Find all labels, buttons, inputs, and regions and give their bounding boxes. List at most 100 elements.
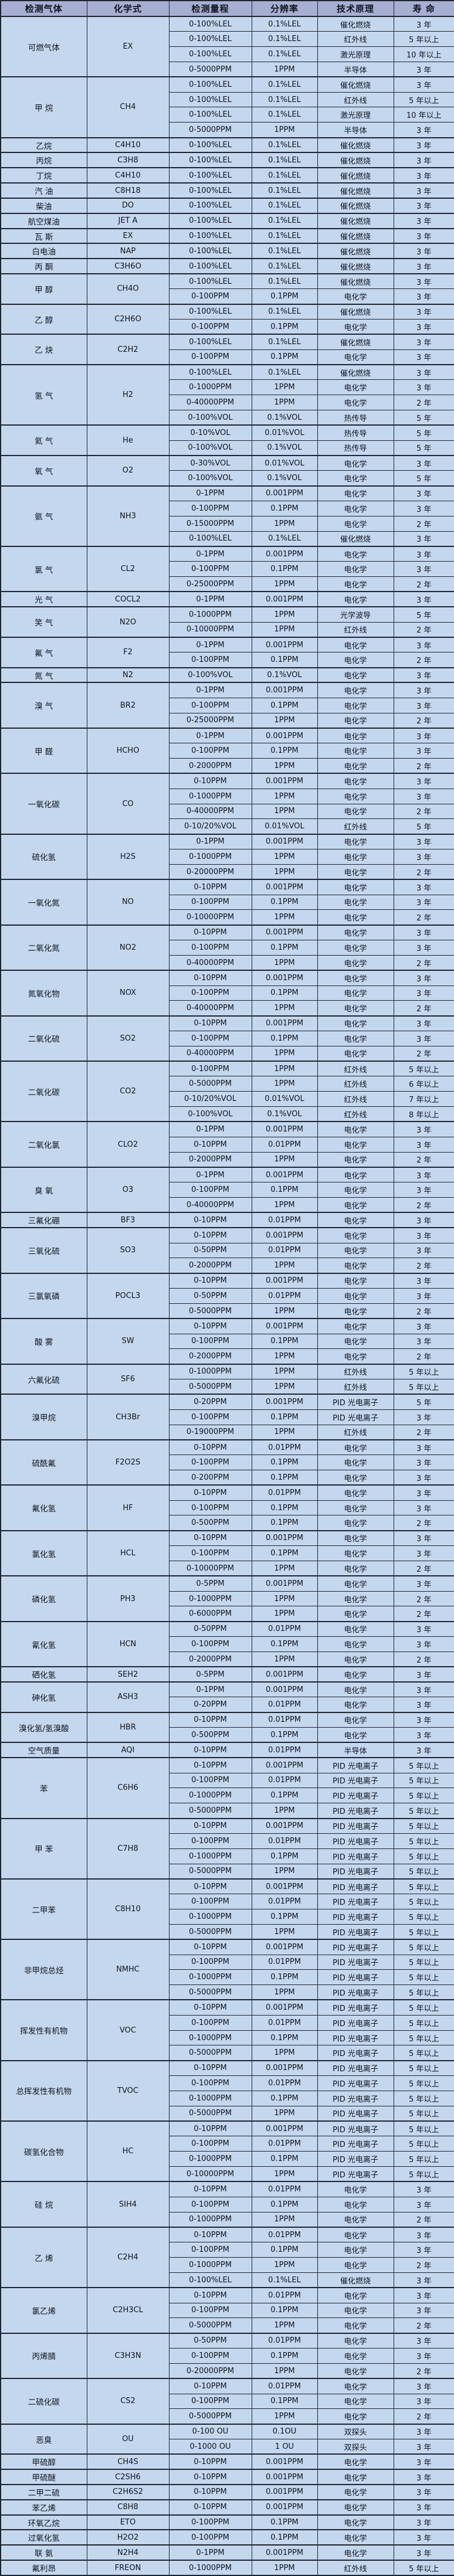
principle-cell: 电化学: [317, 1318, 394, 1334]
resolution-cell: 0.1%LEL: [251, 364, 318, 380]
principle-cell: 电化学: [317, 576, 394, 592]
lifespan-cell: 2 年: [393, 909, 454, 926]
range-cell: 0-1000PPM: [168, 379, 252, 396]
table-row: 0-10000PPM 1PPM 电化学 2 年: [1, 1560, 454, 1576]
range-cell: 0-10PPM: [168, 2469, 252, 2485]
lifespan-cell: 2 年: [393, 1151, 454, 1168]
table-row: 0-100PPM 0.1PPM 电化学 3 年: [1, 894, 454, 910]
formula-cell: DO: [86, 197, 170, 214]
table-row: 0-1000PPM 0.1PPM PID 光电离子 5 年以上: [1, 1909, 454, 1925]
formula-cell: F2: [86, 636, 170, 668]
range-cell: 0-100%VOL: [168, 667, 252, 683]
principle-cell: 激光原理: [317, 107, 394, 123]
lifespan-cell: 3 年: [393, 227, 454, 244]
resolution-cell: 1PPM: [251, 2257, 318, 2273]
gas-name-cell: 光 气: [0, 591, 87, 607]
gas-name-cell: 一氧化碳: [0, 773, 87, 835]
range-cell: 0-100PPM: [168, 319, 252, 335]
formula-cell: EX: [86, 15, 170, 77]
resolution-cell: 1PPM: [251, 606, 318, 623]
range-cell: 0-5000PPM: [168, 1863, 252, 1880]
resolution-cell: 0.1PPM: [251, 561, 318, 577]
lifespan-cell: 2 年: [393, 1606, 454, 1622]
table-row: 氯化氢 HCL 0-10PPM 0.001PPM 电化学 3 年: [0, 1530, 454, 1576]
lifespan-cell: 3 年: [393, 727, 454, 744]
table-row: 0-1000PPM 0.1PPM PID 光电离子 5 年以上: [1, 1969, 454, 1986]
resolution-cell: 0.001PPM: [251, 1015, 318, 1031]
table-row: 甲 醇 CH4O 0-100%LEL 0.1%LEL 催化燃烧 3 年: [0, 273, 454, 305]
range-cell: 0-10000PPM: [168, 909, 252, 926]
resolution-cell: 1PPM: [251, 1061, 318, 1077]
lifespan-cell: 2 年: [393, 1424, 454, 1440]
range-cell: 0-100%LEL: [168, 531, 252, 547]
table-row: 0-1000PPM 0.1PPM PID 光电离子 5 年以上: [1, 1848, 454, 1864]
principle-cell: 电化学: [317, 1439, 394, 1456]
formula-cell: EX: [86, 227, 170, 244]
resolution-cell: 0.1PPM: [251, 1727, 318, 1743]
principle-cell: 红外线: [317, 1076, 394, 1092]
principle-cell: 电化学: [317, 743, 394, 759]
resolution-cell: 1PPM: [251, 1363, 318, 1380]
table-row: 甲硫醇 CH4S 0-10PPM 0.001PPM 电化学 3 年: [0, 2453, 454, 2470]
gas-name-cell: 丙烷: [0, 152, 87, 168]
range-cell: 0-10PPM: [168, 1757, 252, 1773]
principle-cell: 电化学: [317, 2483, 394, 2500]
resolution-cell: 0.1PPM: [251, 743, 318, 759]
formula-cell: HBR: [86, 1711, 170, 1743]
lifespan-cell: 3 年: [393, 2469, 454, 2485]
range-cell: 0-100PPM: [168, 2075, 252, 2091]
lifespan-cell: 3 年: [393, 1136, 454, 1153]
table-row: 氯 气 CL2 0-1PPM 0.001PPM 电化学 3 年: [0, 545, 454, 592]
formula-cell: POCL3: [86, 1272, 170, 1319]
resolution-cell: 0.001PPM: [251, 2120, 318, 2137]
table-row: 磷化氢 PH3 0-5PPM 0.001PPM 电化学 3 年: [0, 1575, 454, 1622]
resolution-cell: 0.1%LEL: [251, 91, 318, 108]
gas-name-cell: 臭 氧: [0, 1166, 87, 1213]
table-row: 0-20PPM 0.01PPM 电化学 3 年: [1, 1697, 454, 1713]
principle-cell: 电化学: [317, 1348, 394, 1365]
principle-cell: 电化学: [317, 1151, 394, 1168]
range-cell: 0-100PPM: [168, 2514, 252, 2530]
principle-cell: 电化学: [317, 1727, 394, 1743]
range-cell: 0-50PPM: [168, 1620, 252, 1637]
lifespan-cell: 2 年: [393, 515, 454, 532]
range-cell: 0-100PPM: [168, 985, 252, 1001]
table-row: 二甲苯 C8H10 0-10PPM 0.001PPM PID 光电离子 5 年以上: [0, 1878, 454, 1940]
principle-cell: 电化学: [317, 985, 394, 1001]
principle-cell: PID 光电离子: [317, 1923, 394, 1940]
lifespan-cell: 3 年: [393, 1439, 454, 1456]
gas-name-cell: 空气质量: [0, 1742, 87, 1758]
lifespan-cell: 2 年: [393, 1303, 454, 1319]
resolution-cell: 0.01PPM: [251, 2332, 318, 2349]
range-cell: 0-10%VOL: [168, 424, 252, 441]
range-cell: 0-1000PPM: [168, 849, 252, 865]
table-row: 甲硫醚 C2SH6 0-10PPM 0.001PPM 电化学 3 年: [0, 2469, 454, 2485]
resolution-cell: 1PPM: [251, 1000, 318, 1017]
lifespan-cell: 5 年以上: [393, 2075, 454, 2091]
principle-cell: 电化学: [317, 1620, 394, 1637]
table-row: 0-100PPM 0.1PPM 电化学 3 年: [1, 319, 454, 335]
lifespan-cell: 3 年: [393, 849, 454, 865]
lifespan-cell: 3 年: [393, 2226, 454, 2243]
lifespan-cell: 5 年以上: [393, 31, 454, 47]
principle-cell: 电化学: [317, 2302, 394, 2319]
formula-cell: NMHC: [86, 1939, 170, 2000]
range-cell: 0-2000PPM: [168, 1348, 252, 1365]
resolution-cell: 0.1%VOL: [251, 667, 318, 683]
table-row: 0-40000PPM 1PPM 电化学 2 年: [1, 803, 454, 820]
formula-cell: VOC: [86, 1999, 170, 2061]
principle-cell: 电化学: [317, 1258, 394, 1274]
lifespan-cell: 3 年: [393, 1620, 454, 1637]
lifespan-cell: 3 年: [393, 2287, 454, 2303]
principle-cell: 电化学: [317, 1333, 394, 1350]
column-header-principle: 技术原理: [317, 0, 394, 17]
resolution-cell: 0.1PPM: [251, 2514, 318, 2530]
principle-cell: 电化学: [317, 1515, 394, 1531]
gas-name-cell: 可燃气体: [0, 15, 87, 77]
lifespan-cell: 5 年: [393, 470, 454, 487]
lifespan-cell: 3 年: [393, 561, 454, 577]
table-row: 苯乙烯 C8H8 0-10PPM 0.001PPM 电化学 3 年: [0, 2499, 454, 2516]
principle-cell: PID 光电离子: [317, 1803, 394, 1819]
range-cell: 0-1000PPM: [168, 2560, 252, 2576]
table-row: 二氧化氯 CLO2 0-1PPM 0.001PPM 电化学 3 年: [0, 1121, 454, 1168]
